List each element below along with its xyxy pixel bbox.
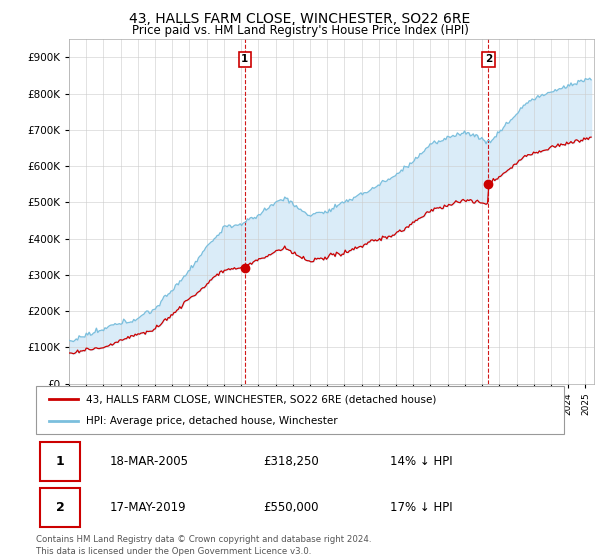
Text: 2: 2 bbox=[56, 501, 65, 514]
Text: Price paid vs. HM Land Registry's House Price Index (HPI): Price paid vs. HM Land Registry's House … bbox=[131, 24, 469, 36]
Text: £318,250: £318,250 bbox=[263, 455, 319, 468]
Text: 43, HALLS FARM CLOSE, WINCHESTER, SO22 6RE (detached house): 43, HALLS FARM CLOSE, WINCHESTER, SO22 6… bbox=[86, 394, 437, 404]
FancyBboxPatch shape bbox=[40, 442, 80, 480]
Text: 18-MAR-2005: 18-MAR-2005 bbox=[110, 455, 189, 468]
Text: 17% ↓ HPI: 17% ↓ HPI bbox=[390, 501, 452, 514]
Text: 14% ↓ HPI: 14% ↓ HPI bbox=[390, 455, 452, 468]
Text: Contains HM Land Registry data © Crown copyright and database right 2024.
This d: Contains HM Land Registry data © Crown c… bbox=[36, 535, 371, 556]
Text: £550,000: £550,000 bbox=[263, 501, 319, 514]
Text: 1: 1 bbox=[241, 54, 248, 64]
Text: 2: 2 bbox=[485, 54, 492, 64]
FancyBboxPatch shape bbox=[40, 488, 80, 526]
Text: 17-MAY-2019: 17-MAY-2019 bbox=[110, 501, 187, 514]
Text: HPI: Average price, detached house, Winchester: HPI: Average price, detached house, Winc… bbox=[86, 416, 338, 426]
Text: 43, HALLS FARM CLOSE, WINCHESTER, SO22 6RE: 43, HALLS FARM CLOSE, WINCHESTER, SO22 6… bbox=[130, 12, 470, 26]
Text: 1: 1 bbox=[56, 455, 65, 468]
FancyBboxPatch shape bbox=[36, 386, 564, 434]
